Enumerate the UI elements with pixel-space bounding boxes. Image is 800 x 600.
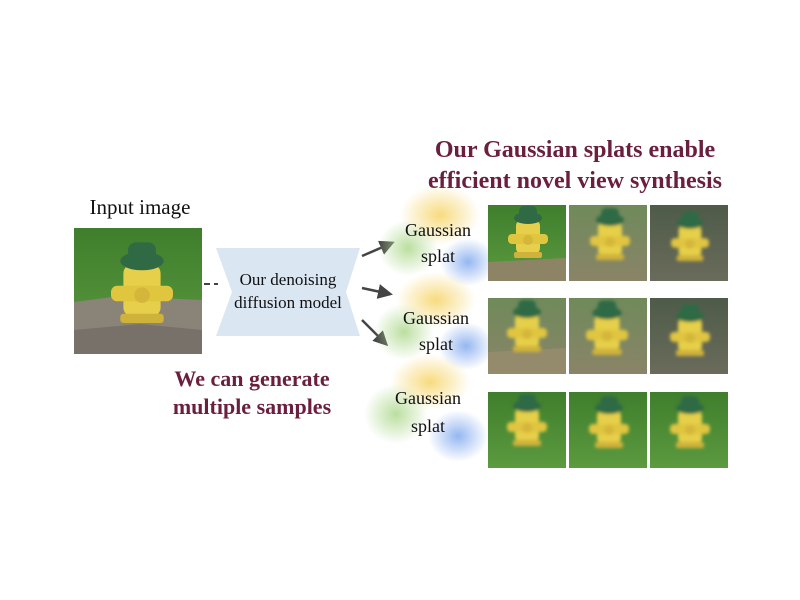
samples-label-line1: We can generate [174,366,329,391]
headline-line1: Our Gaussian splats enable [435,137,716,163]
gaussian-splat-3: Gaussian splat [364,354,488,462]
render-3-2 [569,392,647,468]
render-row-1 [488,205,728,281]
headline-line2: efficient novel view synthesis [428,168,722,194]
model-label-line2: diffusion model [234,293,342,312]
render-row-3 [488,392,728,468]
splat-2-label-line1: Gaussian [403,308,469,328]
splat-2-label-line2: splat [419,334,453,354]
render-2-2 [569,298,647,374]
splat-1-label-line1: Gaussian [405,220,471,240]
render-1-1 [488,205,566,281]
render-1-2 [569,205,647,281]
render-2-3 [650,298,728,374]
model-label-line1: Our denoising [240,270,337,289]
gaussian-splat-2: Gaussian splat [374,272,494,370]
diffusion-model-box [216,248,360,336]
splat-3-label-line2: splat [411,416,445,436]
render-3-3 [650,392,728,468]
samples-label-line2: multiple samples [173,394,332,419]
splat-1-label-line2: splat [421,246,455,266]
render-1-3 [650,205,728,281]
arrow-to-splat-2 [361,284,393,299]
render-2-1 [488,298,566,374]
render-3-1 [488,392,566,468]
input-image [74,228,202,354]
input-label: Input image [90,195,191,219]
splat-3-label-line1: Gaussian [395,388,461,408]
gaussian-splat-1: Gaussian splat [378,185,496,286]
render-row-2 [488,298,728,374]
